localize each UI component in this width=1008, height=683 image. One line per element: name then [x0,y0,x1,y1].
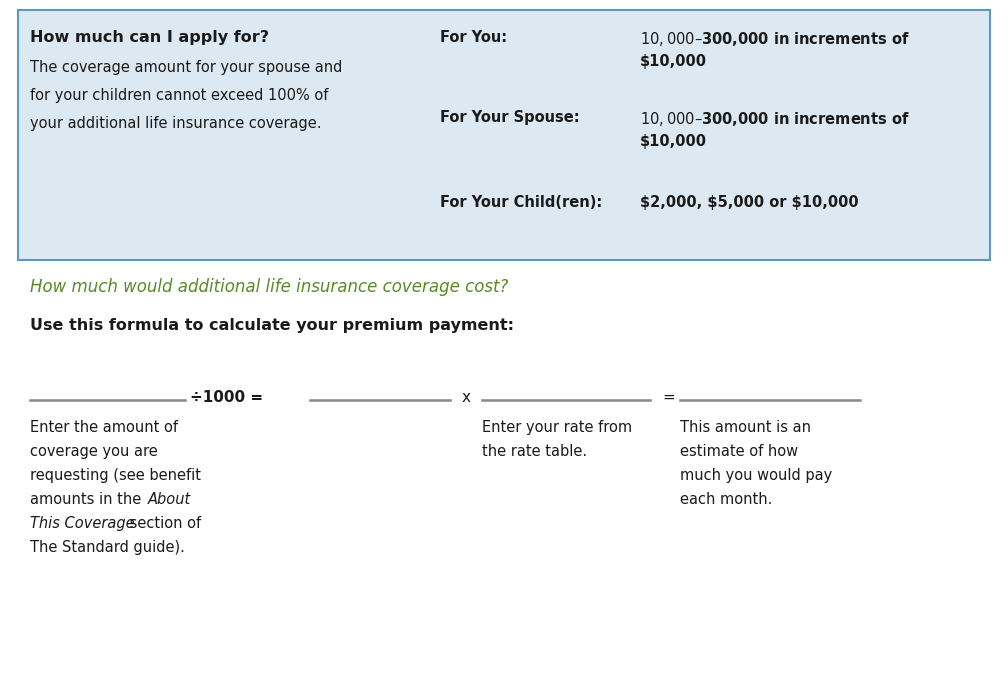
Text: $10,000: $10,000 [640,134,707,149]
Text: Enter your rate from: Enter your rate from [482,420,632,435]
Text: This amount is an: This amount is an [680,420,811,435]
Text: The Standard guide).: The Standard guide). [30,540,184,555]
FancyBboxPatch shape [18,10,990,260]
Text: the rate table.: the rate table. [482,444,587,459]
Text: ÷1000 =: ÷1000 = [190,390,263,405]
Text: estimate of how: estimate of how [680,444,798,459]
Text: $10,000 – $300,000 in increments of: $10,000 – $300,000 in increments of [640,110,909,128]
Text: For Your Spouse:: For Your Spouse: [440,110,580,125]
Text: amounts in the: amounts in the [30,492,146,507]
Text: How much can I apply for?: How much can I apply for? [30,30,269,45]
Text: About: About [148,492,192,507]
Text: each month.: each month. [680,492,772,507]
Text: section of: section of [125,516,202,531]
Text: How much would additional life insurance coverage cost?: How much would additional life insurance… [30,278,508,296]
Text: For Your Child(ren):: For Your Child(ren): [440,195,602,210]
Text: $2,000, $5,000 or $10,000: $2,000, $5,000 or $10,000 [640,195,859,210]
Text: =: = [662,390,674,405]
Text: much you would pay: much you would pay [680,468,833,483]
Text: For You:: For You: [440,30,507,45]
Text: $10,000: $10,000 [640,54,707,69]
Text: for your children cannot exceed 100% of: for your children cannot exceed 100% of [30,88,329,103]
Text: This Coverage: This Coverage [30,516,135,531]
Text: Enter the amount of: Enter the amount of [30,420,178,435]
Text: The coverage amount for your spouse and: The coverage amount for your spouse and [30,60,343,75]
Text: Use this formula to calculate your premium payment:: Use this formula to calculate your premi… [30,318,514,333]
Text: your additional life insurance coverage.: your additional life insurance coverage. [30,116,322,131]
Text: $10,000 – $300,000 in increments of: $10,000 – $300,000 in increments of [640,30,909,48]
Text: x: x [462,390,471,405]
Text: coverage you are: coverage you are [30,444,157,459]
Text: requesting (see benefit: requesting (see benefit [30,468,201,483]
